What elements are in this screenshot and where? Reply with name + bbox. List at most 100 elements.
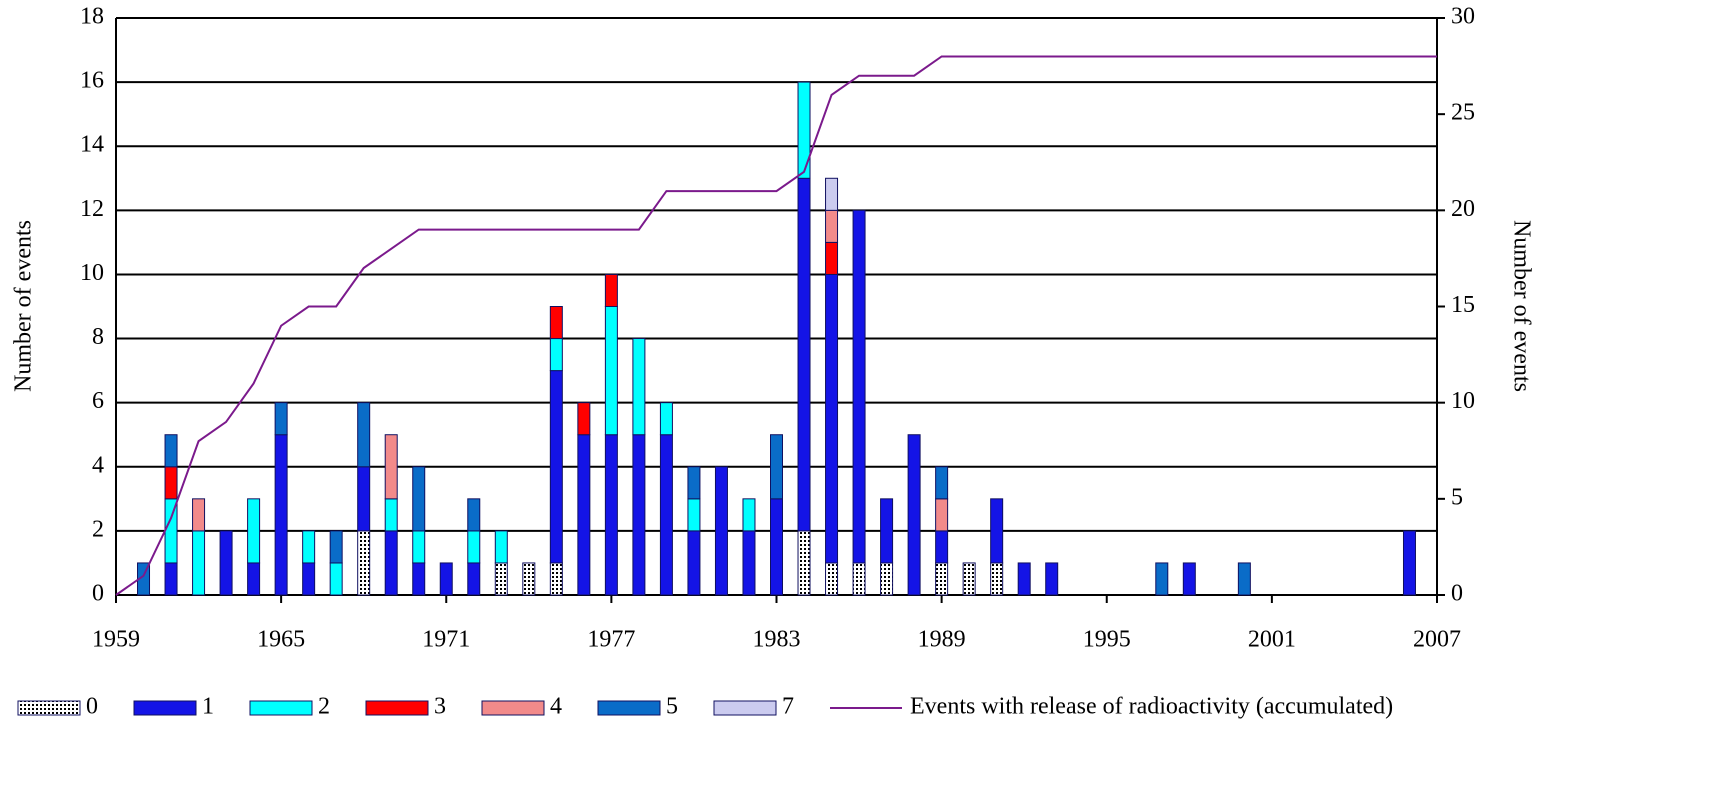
bar-segment [742,530,756,596]
bar-segment [357,402,371,468]
bar-segment [825,209,839,243]
bar-segment [412,562,426,596]
y2-axis-label: Number of events [1508,220,1534,392]
bar-segment [797,81,811,179]
bar-segment [990,498,1004,564]
legend-swatch [713,700,777,716]
bar-segment [659,402,673,436]
y-tick-label: 12 [80,196,104,222]
legend-label: 3 [434,694,446,720]
bar-segment [1017,562,1031,596]
bar-segment [852,562,866,596]
bar-segment [852,209,866,564]
bar-segment [412,530,426,564]
y2-tick-label: 30 [1451,4,1475,30]
legend-label: 1 [202,694,214,720]
bar-segment [797,177,811,532]
bar-segment [549,306,563,340]
bar-segment [659,434,673,596]
y-tick-label: 2 [92,516,104,542]
x-tick-label: 1989 [918,627,966,653]
bar-segment [935,466,949,500]
bar-segment [935,562,949,596]
bar-segment [825,273,839,564]
legend-swatch [249,700,313,716]
bar-segment [549,370,563,564]
bar-segment [302,530,316,564]
y-tick-label: 8 [92,324,104,350]
x-tick-label: 1971 [422,627,470,653]
bar-segment [357,466,371,532]
bar-segment [962,562,976,596]
y2-tick-label: 25 [1451,100,1475,126]
x-tick-label: 1959 [92,627,140,653]
bar-segment [302,562,316,596]
bar-segment [604,273,618,308]
bar-segment [632,338,646,436]
bar-segment [164,562,178,596]
y2-tick-label: 10 [1451,388,1475,414]
bar-segment [164,434,178,468]
x-tick-label: 1995 [1083,627,1131,653]
x-tick-label: 1965 [257,627,305,653]
y-tick-label: 16 [80,68,104,94]
bar-segment [384,530,398,596]
bar-segment [1402,530,1416,596]
bar-segment [577,402,591,436]
bar-segment [274,402,288,436]
legend-swatch [365,700,429,716]
y-axis-label: Number of events [11,220,37,392]
y2-tick-label: 5 [1451,484,1463,510]
legend-label: 7 [782,694,794,720]
y2-tick-label: 15 [1451,292,1475,318]
legend-label: 0 [86,694,98,720]
bar-segment [274,434,288,596]
bar-segment [935,498,949,532]
legend-label: 5 [666,694,678,720]
bar-segment [329,530,343,564]
bar-segment [687,498,701,532]
legend-swatch [481,700,545,716]
bar-segment [494,562,508,596]
y2-tick-label: 20 [1451,196,1475,222]
bar-segment [1155,562,1169,596]
bar-segment [880,562,894,596]
bar-segment [797,530,811,596]
bar-segment [1045,562,1059,596]
bar-segment [880,498,894,564]
bar-segment [467,530,481,564]
bar-segment [687,530,701,596]
y-tick-label: 6 [92,388,104,414]
bar-segment [467,562,481,596]
x-tick-label: 1977 [587,627,635,653]
y-tick-label: 0 [92,581,104,607]
bar-segment [192,498,206,532]
y-tick-label: 18 [80,4,104,30]
bar-segment [770,498,783,596]
legend-label: 2 [318,694,330,720]
line [115,55,1437,596]
bar-segment [632,434,646,596]
y-tick-label: 10 [80,260,104,286]
bar-segment [247,498,261,564]
bar-segment [907,434,921,596]
legend-label: 4 [550,694,562,720]
legend-swatch [133,700,197,716]
bar-segment [384,434,398,500]
legend-label: Events with release of radioactivity (ac… [910,694,1393,720]
bar-segment [549,338,563,372]
bar-segment [604,306,618,436]
bar-segment [192,530,206,596]
bar-segment [247,562,261,596]
bar-segment [687,466,701,500]
bar-segment [825,241,839,275]
bar-segment [1182,562,1196,596]
bar-segment [577,434,591,596]
bar-segment [935,530,949,564]
bar-segment [439,562,453,596]
x-tick-label: 1983 [753,627,801,653]
bar-segment [714,466,728,596]
bar-segment [494,530,508,564]
y-tick-label: 4 [92,452,104,478]
